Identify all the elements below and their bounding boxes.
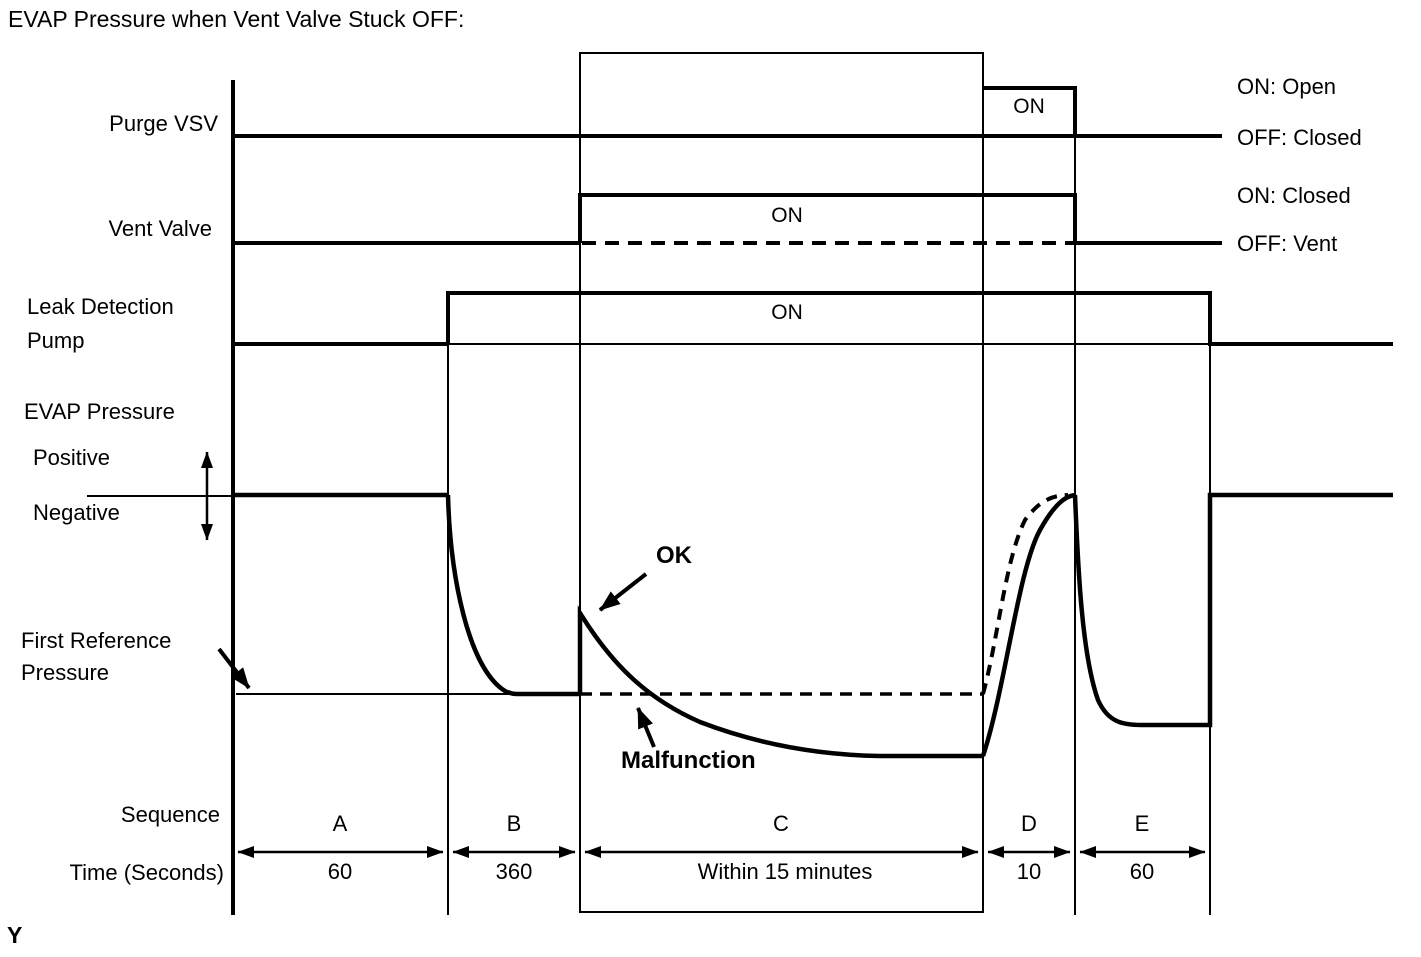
ok-annotation-label: OK	[656, 542, 692, 569]
malfunction-annotation-label: Malfunction	[621, 747, 756, 774]
evap-pressure-row-label: EVAP Pressure	[24, 399, 175, 424]
time-b-value: 360	[495, 859, 533, 884]
vent-valve-legend-on: ON: Closed	[1237, 183, 1351, 208]
sequence-e-label: E	[1134, 811, 1150, 836]
vent-valve-on-label: ON	[771, 204, 803, 227]
vent-valve-row-label: Vent Valve	[108, 216, 212, 241]
evap-pressure-decay-curve-e	[1072, 492, 1393, 728]
vent-valve-legend-off: OFF: Vent	[1237, 231, 1338, 256]
vent-valve-on-pulse	[578, 193, 1222, 245]
evap-pressure-rise-solid-curve-d	[980, 492, 1076, 757]
figure-y-marker: Y	[7, 922, 23, 948]
purge-vsv-legend-on: ON: Open	[1237, 74, 1337, 99]
time-row-label: Time (Seconds)	[69, 860, 224, 885]
evap-pressure-decay-curve-b	[445, 494, 580, 697]
positive-label: Positive	[33, 445, 111, 470]
purge-vsv-row-label: Purge VSV	[109, 111, 218, 136]
pump-on-label: ON	[771, 301, 803, 324]
evap-pressure-malfunction-curve-c	[577, 605, 983, 759]
ok-pointer-arrow	[598, 572, 648, 612]
malfunction-pointer-arrow	[636, 707, 656, 748]
sequence-c-label: C	[773, 811, 789, 836]
leak-detection-pump-row-label-line1: Leak Detection	[27, 294, 174, 319]
purge-vsv-on-label: ON	[1013, 95, 1045, 118]
first-reference-pressure-label-line1: First Reference	[21, 628, 172, 653]
sequence-b-label: B	[506, 811, 522, 836]
sequence-row-label: Sequence	[120, 802, 220, 827]
evap-pressure-rise-dashed-curve-d	[981, 493, 1069, 695]
purge-vsv-on-pulse	[983, 86, 1077, 136]
first-reference-pointer-arrow	[217, 647, 251, 690]
sequence-a-label: A	[332, 811, 348, 836]
sequence-d-label: D	[1021, 811, 1037, 836]
pump-on-pulse	[446, 291, 1393, 346]
negative-label: Negative	[33, 500, 120, 525]
leak-detection-pump-row-label-line2: Pump	[27, 328, 85, 353]
time-d-value: 10	[1016, 859, 1042, 884]
first-reference-pressure-label-line2: Pressure	[21, 660, 110, 685]
diagram-title: EVAP Pressure when Vent Valve Stuck OFF:	[8, 6, 465, 32]
purge-vsv-legend-off: OFF: Closed	[1237, 125, 1362, 150]
time-a-value: 60	[327, 859, 353, 884]
time-e-value: 60	[1129, 859, 1155, 884]
time-c-value: Within 15 minutes	[697, 859, 873, 884]
c-window-box	[579, 52, 984, 913]
